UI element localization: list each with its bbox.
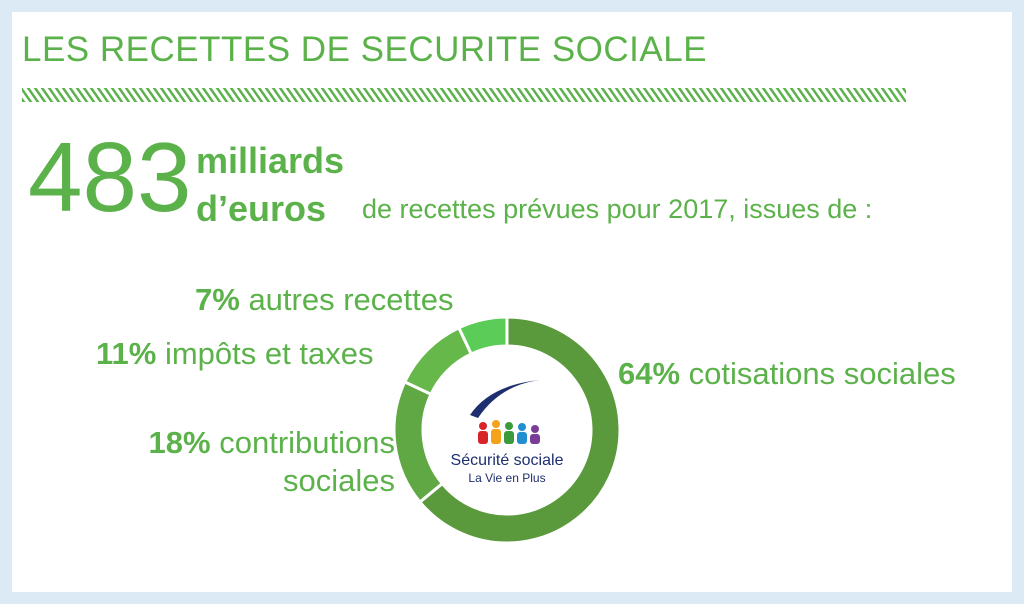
total-value: 483 — [28, 122, 192, 232]
slice-label: 64% cotisations sociales — [618, 356, 956, 392]
slice-category: autres recettes — [248, 282, 454, 317]
total-unit: milliards — [196, 140, 345, 181]
slice-label: 11% impôts et taxes — [96, 336, 373, 372]
slice-label: 7% autres recettes — [195, 282, 453, 318]
slice-label: 18% contributions sociales — [95, 424, 395, 500]
slice-category: cotisations sociales — [688, 356, 956, 391]
total-unit: d’euros — [196, 188, 327, 229]
donut-hole — [423, 346, 591, 514]
slice-value-label: 18% — [148, 425, 211, 460]
logo-name: Sécurité sociale — [451, 452, 564, 469]
slice-category: impôts et taxes — [164, 336, 374, 371]
slice-category: contributions sociales — [219, 425, 395, 498]
slice-value-label: 7% — [195, 282, 240, 317]
hatched-rule — [22, 88, 906, 102]
slice-value-label: 11% — [96, 336, 157, 371]
subtitle: de recettes prévues pour 2017, issues de… — [362, 194, 873, 224]
logo-people — [478, 420, 540, 444]
logo-tagline: La Vie en Plus — [468, 471, 545, 485]
logo-swoosh — [470, 380, 540, 418]
title: LES RECETTES DE SECURITE SOCIALE — [22, 30, 708, 69]
slice-value-label: 64% — [618, 356, 681, 391]
